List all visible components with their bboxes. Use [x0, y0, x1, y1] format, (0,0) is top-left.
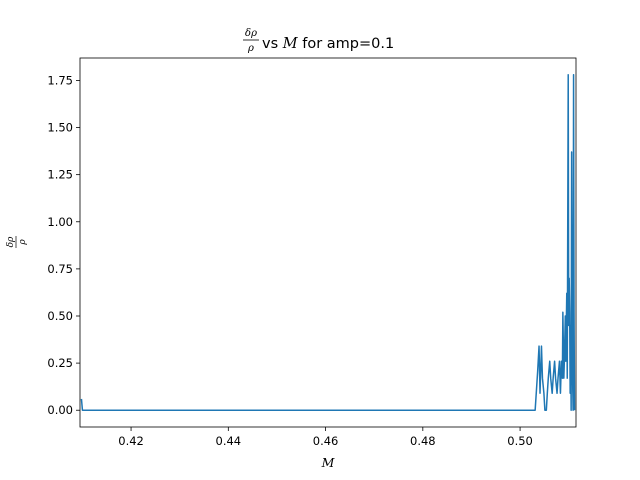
- x-tick-label: 0.50: [507, 434, 533, 448]
- y-tick-label: 0.00: [47, 403, 73, 417]
- y-tick-label: 0.50: [47, 309, 73, 323]
- y-tick-label: 0.75: [47, 262, 73, 276]
- y-label-frac-denominator: ρ: [18, 239, 28, 246]
- title-frac-denominator: ρ: [247, 43, 254, 54]
- x-tick-label: 0.44: [216, 434, 242, 448]
- series-line: [80, 74, 576, 411]
- title-suffix: for amp=0.1: [298, 36, 395, 52]
- title-text: vs M for amp=0.1: [262, 36, 394, 52]
- chart-title: δρ ρ vs M for amp=0.1: [243, 28, 394, 54]
- y-tick-label: 1.25: [47, 168, 73, 182]
- title-var: M: [282, 36, 299, 52]
- y-axis-label: δρ ρ: [6, 236, 28, 248]
- y-axis-ticks: 0.00 0.25 0.50 0.75 1.00 1.25 1.50 1.75: [47, 73, 80, 417]
- plot-area: [79, 57, 577, 428]
- y-tick-label: 1.50: [47, 121, 73, 135]
- y-tick-label: 1.00: [47, 215, 73, 229]
- y-label-frac-numerator: δρ: [6, 236, 16, 247]
- title-vs: vs: [262, 36, 283, 52]
- x-tick-label: 0.42: [118, 434, 144, 448]
- y-tick-label: 0.25: [47, 356, 73, 370]
- x-axis-ticks: 0.42 0.44 0.46 0.48 0.50: [118, 427, 533, 448]
- x-tick-label: 0.48: [410, 434, 436, 448]
- y-tick-label: 1.75: [47, 73, 73, 87]
- x-tick-label: 0.46: [313, 434, 339, 448]
- title-frac-numerator: δρ: [245, 28, 257, 39]
- x-axis-label: M: [321, 455, 336, 470]
